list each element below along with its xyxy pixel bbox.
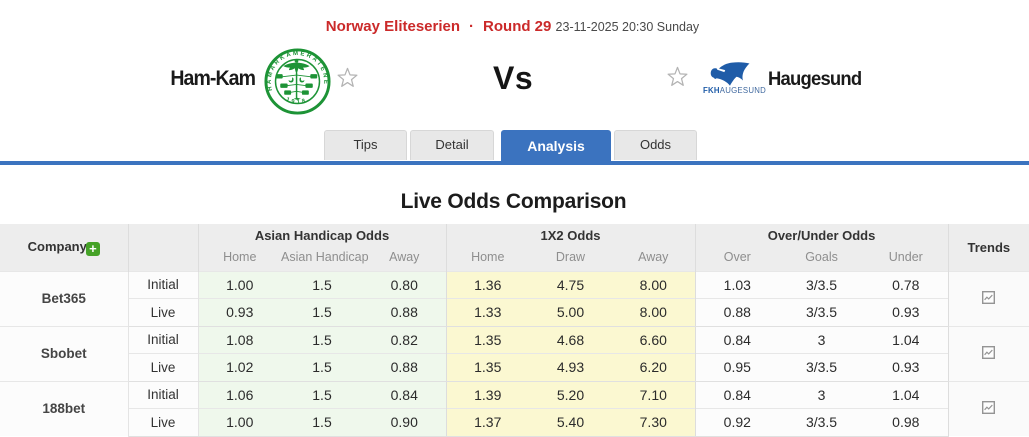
svg-text:1918: 1918 (285, 97, 308, 106)
svg-text:FKHAUGESUND: FKHAUGESUND (703, 86, 766, 95)
